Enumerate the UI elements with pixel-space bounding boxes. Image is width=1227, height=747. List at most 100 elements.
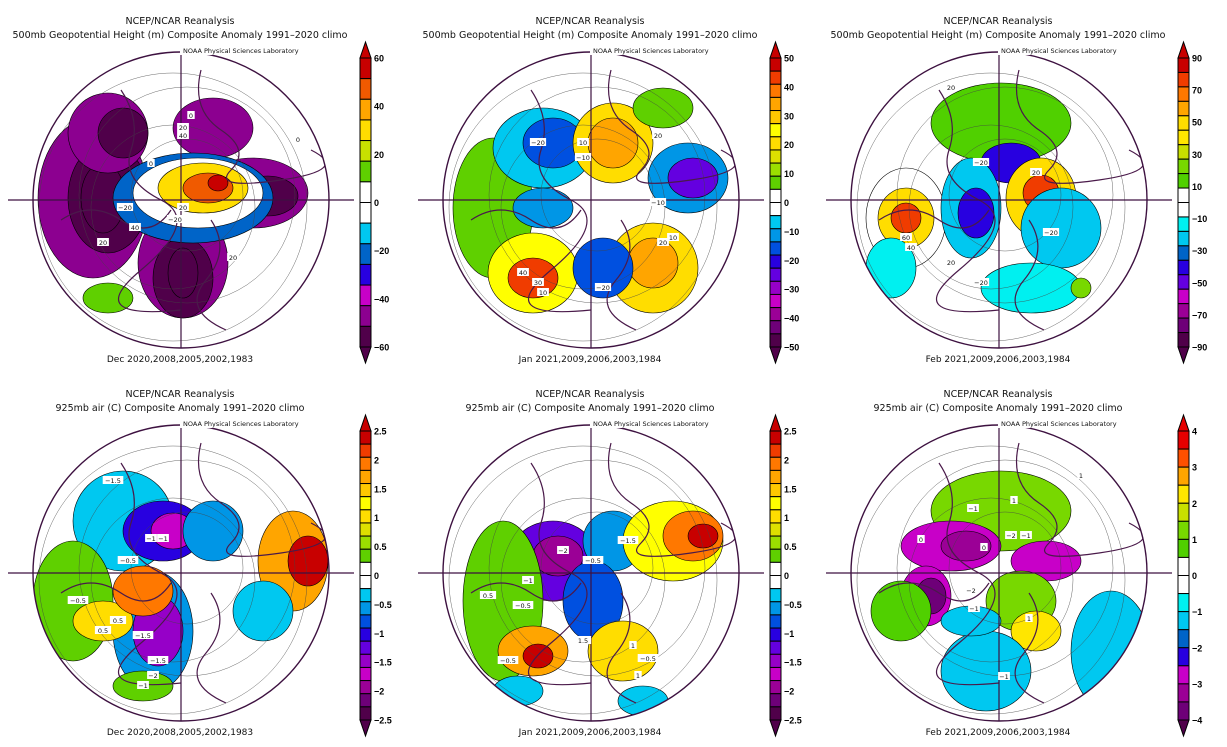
colorbar-tick-label: 4 [1192,427,1197,437]
contour-label-bg [972,278,990,286]
colorbar-tick-label: 2 [374,455,379,465]
colorbar-swatch [769,70,782,85]
colorbar-tick-label: −1.5 [374,658,392,668]
colorbar-tick-label: 10 [1192,182,1202,192]
coastline [60,442,326,704]
map-panel-5: NCEP/NCAR Reanalysis 925mb air (C) Compo… [410,373,819,746]
colorbar-min-arrow [359,719,372,738]
colorbar-swatch [769,653,782,668]
contour-label-bg [166,215,184,223]
colorbar-swatch [1177,57,1190,73]
colorbar-swatch [769,307,782,322]
colorbar-swatch [359,640,372,655]
colorbar-swatch [1177,158,1190,175]
map-panel-1: NCEP/NCAR Reanalysis 500mb Geopotential … [0,0,409,373]
contour-label-bg [187,111,195,119]
contour-label: −1 [968,505,978,513]
colorbar-swatch [359,325,372,348]
contour-label-bg [294,135,302,143]
colorbar-tick-label: 1.5 [374,484,387,494]
contour-label: 1.5 [578,637,588,645]
colorbar-swatch [359,653,372,668]
colorbar-swatch [1177,202,1190,218]
colorbar-tick-label: −30 [1192,246,1207,256]
contour-label-bg [582,556,604,564]
contour-label-bg [574,153,592,161]
anomaly-region [207,174,229,192]
colorbar: 2.5 2 1.5 1 0.5 0 −0.5 −1 −1.5 −2 −2.5 [359,413,392,738]
contour-label: −2 [148,672,158,680]
colorbar-swatch [359,522,372,537]
contour-label: 30 [534,279,542,287]
colorbar-swatch [359,140,372,162]
contour-label-bg [1005,531,1017,539]
colorbar-swatch [1177,71,1190,88]
colorbar-swatch [1177,575,1190,595]
contour-label: 20 [654,132,662,140]
anomaly-region [1070,277,1092,299]
contour-label: 20 [947,84,955,92]
colorbar-tick-label: −40 [784,314,799,324]
colorbar-swatch [769,666,782,682]
contour-label: 40 [519,269,527,277]
anomaly-region [182,500,244,562]
contour-label: 1 [1079,472,1083,480]
colorbar-max-arrow [769,40,782,59]
colorbar-swatch [769,456,782,471]
colorbar-tick-label: 90 [1192,54,1202,64]
contour-label: 10 [669,234,677,242]
contour-label: −2 [1006,532,1016,540]
colorbar-swatch [1177,259,1190,276]
colorbar-tick-label: 0 [784,198,789,208]
polar-map: 1 1 −1 −2 −1 −2 −1 1 −1 0 0 [826,424,1172,722]
panel-caption: Jan 2021,2009,2006,2003,1984 [518,728,662,738]
colorbar-swatch [1177,173,1190,189]
contour-line [448,445,718,715]
contour-label: 0 [189,112,193,120]
colorbar-max-arrow [359,413,372,432]
colorbar-swatch [359,575,372,590]
anomaly-region [522,643,554,669]
colorbar-swatch [1177,230,1190,247]
colorbar-swatch [1177,484,1190,504]
colorbar-tick-label: −90 [1192,343,1207,353]
colorbar-tick-label: −60 [374,343,389,353]
colorbar-tick-label: −0.5 [374,600,392,610]
colorbar-swatch [359,57,372,80]
contour-label: 20 [947,259,955,267]
colorbar-swatch [769,522,782,537]
colorbar-swatch [769,706,782,721]
contour-label: −20 [118,204,132,212]
contour-label-bg [132,631,154,639]
colorbar-tick-label: −4 [1192,716,1202,726]
colorbar-max-arrow [769,413,782,432]
contour-label-bg [657,238,669,246]
colorbar-swatch [1177,701,1190,721]
contour-label: 1 [1012,497,1016,505]
colorbar-swatch [769,254,782,269]
anomaly-region [112,565,174,617]
colorbar-tick-label: −40 [374,294,389,304]
colorbar-swatch [359,469,372,485]
colorbar-swatch [769,293,782,309]
colorbar-tick-label: −0.5 [784,600,802,610]
colorbar-swatch [1177,216,1190,232]
contour-label: −10 [576,154,590,162]
contour-label: −1 [999,673,1009,681]
contour-label-bg [637,654,659,662]
panel-subtitle: 925mb air (C) Composite Anomaly 1991–202… [873,403,1123,414]
anomaly-region [587,117,639,169]
contour-label: 0.5 [98,627,108,635]
contour-label: −20 [531,139,545,147]
colorbar-swatch [359,222,372,245]
colorbar-swatch [1177,629,1190,649]
colorbar-swatch [769,548,782,563]
panel-title: NCEP/NCAR Reanalysis [535,16,645,27]
colorbar-tick-label: 2 [1192,499,1197,509]
colorbar: 60 40 20 0 −20 −40 −60 [359,40,389,365]
colorbar: 2.5 2 1.5 1 0.5 0 −0.5 −1 −1.5 −2 −2.5 [769,413,802,738]
colorbar-swatch [359,443,372,458]
panel-title: NCEP/NCAR Reanalysis [943,16,1053,27]
colorbar-swatch [769,83,782,98]
